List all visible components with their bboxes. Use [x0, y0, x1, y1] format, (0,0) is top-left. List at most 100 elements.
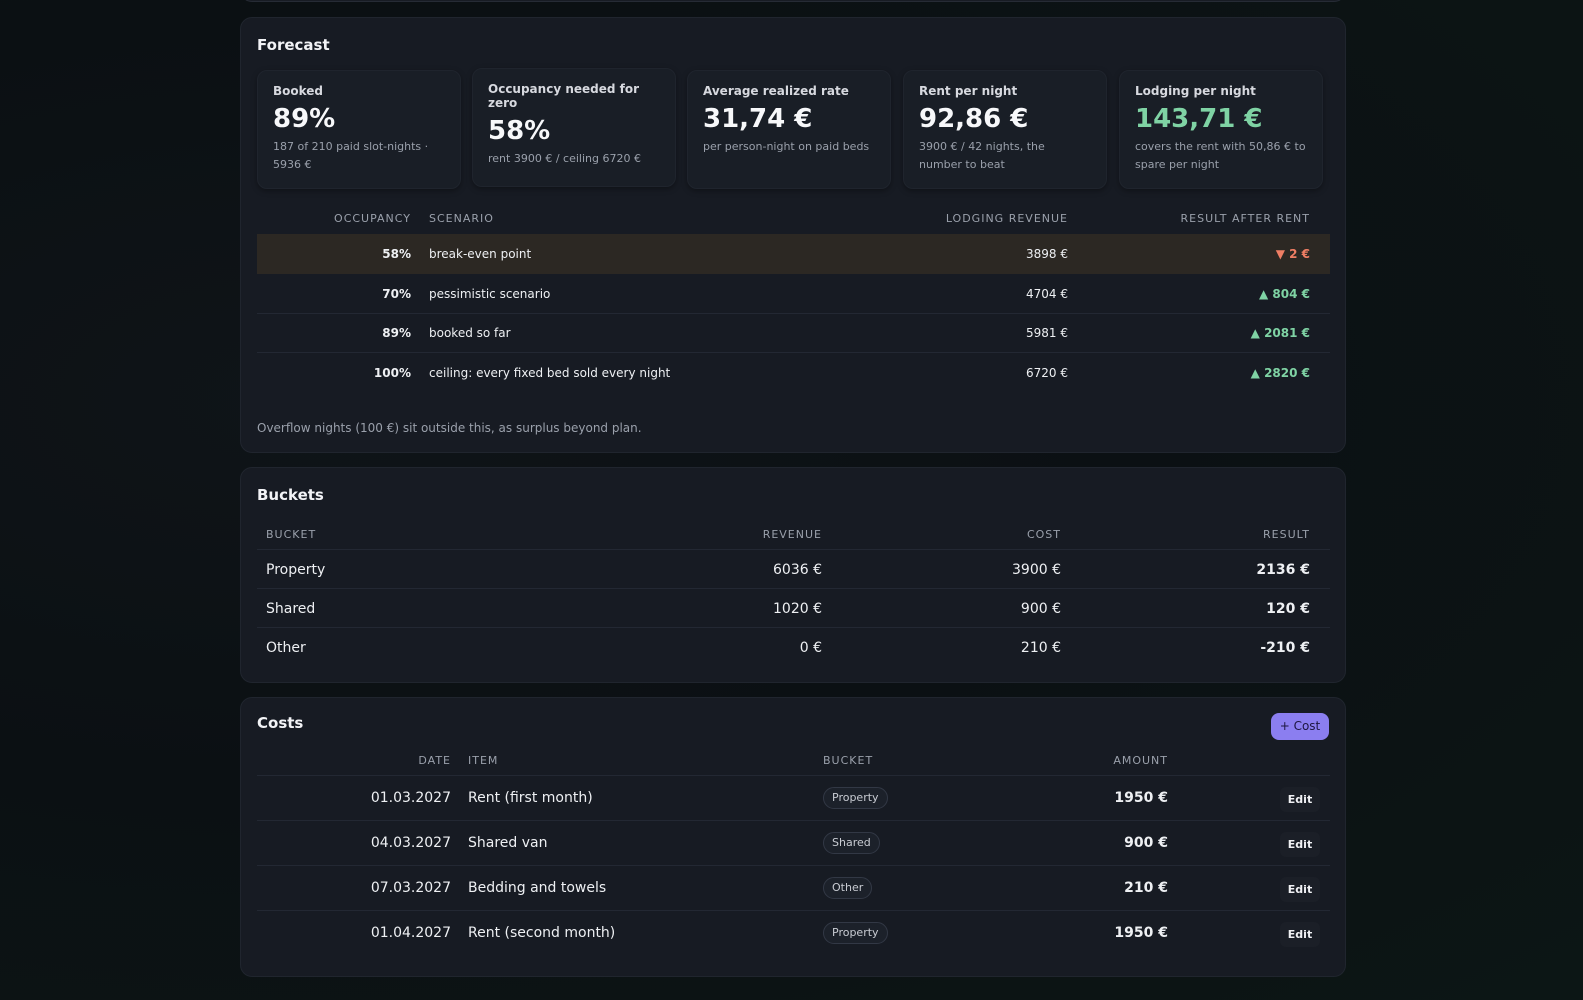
result-value: ▲ 2820 € — [1250, 366, 1310, 380]
bucket-name: Other — [266, 640, 306, 656]
revenue-value: 4704 € — [1026, 287, 1068, 301]
revenue-value: 3898 € — [1026, 247, 1068, 261]
col-occupancy: Occupancy — [334, 212, 411, 225]
card-booked: Booked 89% 187 of 210 paid slot-nights ·… — [257, 70, 461, 189]
col-item: Item — [468, 754, 499, 767]
scenario-row: 100% ceiling: every fixed bed sold every… — [257, 353, 1330, 393]
cost-date: 01.04.2027 — [370, 925, 451, 941]
card-sub: 187 of 210 paid slot-nights · 5936 € — [273, 140, 429, 171]
scenario-row: 70% pessimistic scenario 4704 € ▲ 804 € — [257, 274, 1330, 314]
bucket-row: Other 0 € 210 € -210 € — [257, 627, 1330, 666]
scenario-label: booked so far — [429, 326, 511, 340]
result-value: ▼ 2 € — [1275, 247, 1310, 261]
card-value: 58% — [488, 116, 551, 146]
col-result-after-rent: Result after rent — [1180, 212, 1310, 225]
card-label: Lodging per night — [1135, 84, 1256, 98]
bucket-revenue: 1020 € — [773, 601, 822, 617]
bucket-tag: Other — [823, 877, 873, 899]
card-sub: covers the rent with 50,86 € to spare pe… — [1135, 140, 1306, 171]
card-sub: rent 3900 € / ceiling 6720 € — [488, 152, 641, 165]
bucket-result: 120 € — [1266, 601, 1310, 617]
card-label: Average realized rate — [703, 84, 849, 98]
bucket-revenue: 6036 € — [773, 562, 822, 578]
col-bucket: Bucket — [823, 754, 874, 767]
bucket-result: 2136 € — [1256, 562, 1310, 578]
edit-button[interactable]: Edit — [1280, 787, 1320, 812]
cost-amount: 1950 € — [1114, 925, 1168, 941]
cost-item: Rent (second month) — [468, 925, 616, 941]
bucket-cost: 900 € — [1020, 601, 1061, 617]
col-date: Date — [418, 754, 451, 767]
forecast-title: Forecast — [257, 36, 330, 54]
col-cost: Cost — [1026, 528, 1061, 541]
col-bucket: Bucket — [266, 528, 317, 541]
bucket-name: Property — [266, 562, 326, 578]
scenario-row-highlighted: 58% break-even point 3898 € ▼ 2 € — [257, 234, 1330, 274]
cost-row: 07.03.2027 Bedding and towels Other 210 … — [257, 865, 1330, 910]
bucket-cost: 3900 € — [1012, 562, 1061, 578]
cost-amount: 900 € — [1124, 835, 1168, 851]
card-lodging-per-night: Lodging per night 143,71 € covers the re… — [1119, 70, 1323, 189]
cost-date: 04.03.2027 — [370, 835, 451, 851]
col-revenue: Revenue — [762, 528, 822, 541]
bucket-tag: Shared — [823, 832, 880, 854]
forecast-panel: Forecast Booked 89% 187 of 210 paid slot… — [240, 17, 1346, 453]
card-value: 143,71 € — [1135, 104, 1263, 134]
bucket-tag: Property — [823, 922, 888, 944]
card-average-rate: Average realized rate 31,74 € per person… — [687, 70, 891, 189]
edit-button[interactable]: Edit — [1280, 877, 1320, 902]
costs-panel: Costs + Cost Date Item Bucket Amount 01.… — [240, 697, 1346, 977]
bucket-revenue: 0 € — [799, 640, 822, 656]
col-lodging-revenue: Lodging revenue — [945, 212, 1068, 225]
occupancy-value: 100% — [373, 366, 411, 380]
card-label: Rent per night — [919, 84, 1018, 98]
bucket-row: Shared 1020 € 900 € 120 € — [257, 588, 1330, 627]
scenario-label: pessimistic scenario — [429, 287, 551, 301]
card-value: 89% — [273, 104, 336, 134]
col-scenario: Scenario — [429, 212, 494, 225]
forecast-cards: Booked 89% 187 of 210 paid slot-nights ·… — [257, 68, 1330, 189]
bucket-result: -210 € — [1260, 640, 1310, 656]
cost-date: 01.03.2027 — [370, 790, 451, 806]
scenario-label: ceiling: every fixed bed sold every nigh… — [429, 366, 671, 380]
cost-amount: 1950 € — [1114, 790, 1168, 806]
col-amount: Amount — [1113, 754, 1168, 767]
card-sub: 3900 € / 42 nights, the number to beat — [919, 140, 1045, 171]
cost-row: 04.03.2027 Shared van Shared 900 € Edit — [257, 820, 1330, 865]
bucket-tag: Property — [823, 787, 888, 809]
edit-button[interactable]: Edit — [1280, 832, 1320, 857]
cost-item: Shared van — [468, 835, 548, 851]
previous-panel-edge — [240, 0, 1346, 2]
bucket-row: Property 6036 € 3900 € 2136 € — [257, 549, 1330, 588]
cost-item: Bedding and towels — [468, 880, 607, 896]
scenario-row: 89% booked so far 5981 € ▲ 2081 € — [257, 313, 1330, 353]
card-occupancy-needed: Occupancy needed for zero 58% rent 3900 … — [472, 68, 676, 187]
revenue-value: 6720 € — [1026, 366, 1068, 380]
card-rent-per-night: Rent per night 92,86 € 3900 € / 42 night… — [903, 70, 1107, 189]
card-label: Booked — [273, 84, 324, 98]
revenue-value: 5981 € — [1026, 326, 1068, 340]
buckets-panel: Buckets Bucket Revenue Cost Result Prope… — [240, 467, 1346, 683]
bucket-name: Shared — [266, 601, 316, 617]
result-value: ▲ 2081 € — [1250, 326, 1310, 340]
costs-title: Costs — [257, 714, 304, 732]
cost-date: 07.03.2027 — [370, 880, 451, 896]
occupancy-value: 89% — [382, 326, 411, 340]
cost-row: 01.03.2027 Rent (first month) Property 1… — [257, 775, 1330, 820]
buckets-title: Buckets — [257, 486, 324, 504]
card-value: 92,86 € — [919, 104, 1029, 134]
cost-row: 01.04.2027 Rent (second month) Property … — [257, 910, 1330, 955]
bucket-cost: 210 € — [1020, 640, 1061, 656]
add-cost-button[interactable]: + Cost — [1271, 713, 1329, 740]
forecast-note: Overflow nights (100 €) sit outside this… — [257, 421, 642, 435]
scenario-label: break-even point — [429, 247, 532, 261]
cost-amount: 210 € — [1124, 880, 1168, 896]
col-result: Result — [1263, 528, 1310, 541]
result-value: ▲ 804 € — [1259, 287, 1310, 301]
edit-button[interactable]: Edit — [1280, 922, 1320, 947]
occupancy-value: 70% — [382, 287, 411, 301]
occupancy-value: 58% — [382, 247, 411, 261]
card-sub: per person-night on paid beds — [703, 140, 870, 153]
card-value: 31,74 € — [703, 104, 813, 134]
card-label: Occupancy needed for zero — [488, 82, 640, 110]
